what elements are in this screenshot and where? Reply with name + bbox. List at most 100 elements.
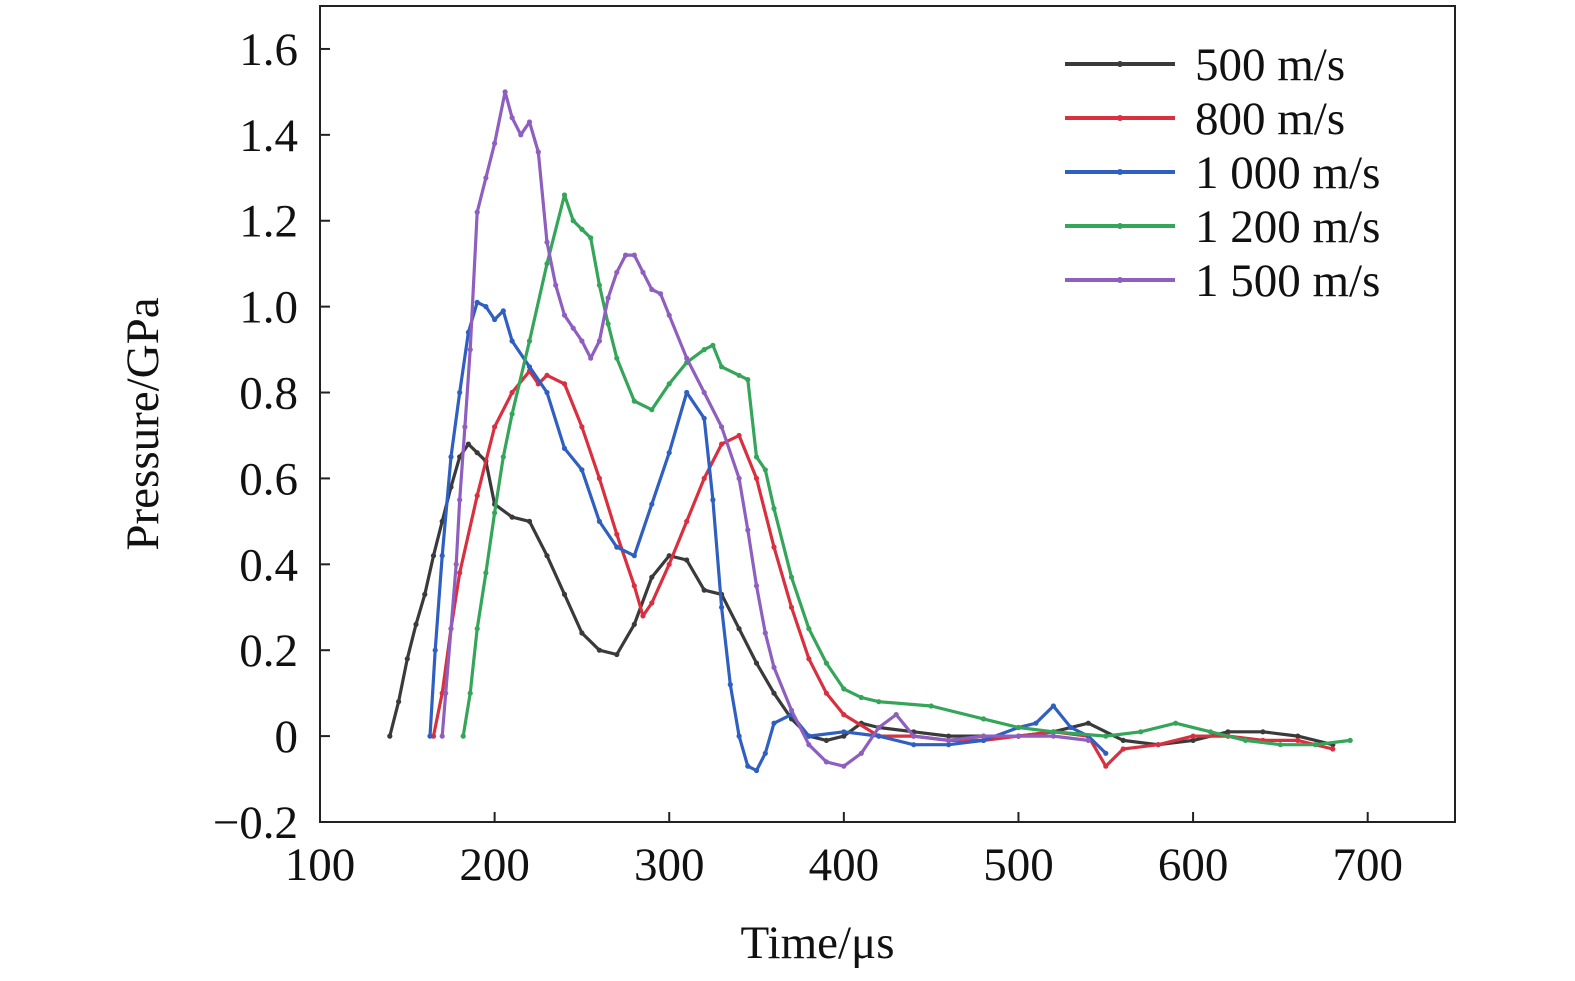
- data-point: [1015, 733, 1022, 739]
- data-point: [753, 660, 760, 666]
- data-point: [544, 239, 550, 245]
- data-point: [736, 432, 742, 439]
- data-point: [526, 364, 533, 370]
- data-point: [561, 445, 568, 451]
- y-tick-label: 0.2: [239, 625, 298, 677]
- data-point: [614, 651, 620, 658]
- series-4: [460, 192, 1353, 748]
- data-point: [596, 475, 603, 481]
- data-point: [736, 372, 742, 378]
- data-point: [806, 656, 812, 662]
- series-line: [440, 90, 1090, 768]
- data-point: [462, 424, 468, 430]
- data-point: [745, 377, 751, 383]
- data-point: [432, 647, 438, 653]
- data-point: [1033, 720, 1039, 726]
- data-point: [500, 308, 506, 314]
- data-point: [771, 544, 777, 550]
- data-point: [771, 720, 777, 726]
- data-point: [457, 454, 463, 460]
- data-point: [460, 733, 466, 739]
- data-point: [483, 570, 489, 576]
- data-point: [1225, 729, 1231, 735]
- data-point: [579, 226, 585, 232]
- data-point: [553, 282, 559, 288]
- data-point: [719, 441, 725, 447]
- data-point: [649, 600, 655, 606]
- data-point: [771, 664, 777, 671]
- data-point: [631, 252, 637, 258]
- data-point: [640, 613, 646, 619]
- data-point: [911, 742, 917, 748]
- legend-item: 1 200 m/s: [1065, 201, 1380, 253]
- data-point: [544, 389, 550, 396]
- data-point: [841, 686, 847, 692]
- legend-marker: [1117, 277, 1123, 283]
- x-axis-label: Time/μs: [740, 917, 894, 969]
- data-point: [413, 621, 419, 628]
- data-point: [570, 325, 576, 331]
- data-point: [467, 347, 473, 353]
- data-point: [387, 733, 393, 739]
- legend-item: 1 500 m/s: [1065, 255, 1380, 307]
- data-point: [605, 321, 611, 327]
- data-point: [465, 441, 471, 447]
- data-point: [509, 338, 515, 344]
- legend-marker: [1117, 223, 1123, 229]
- data-point: [841, 763, 847, 769]
- data-point: [666, 381, 672, 387]
- data-point: [492, 140, 498, 146]
- data-point: [1330, 746, 1336, 752]
- data-point: [727, 682, 733, 688]
- data-point: [701, 475, 707, 481]
- data-point: [736, 475, 742, 481]
- data-point: [788, 574, 795, 580]
- data-point: [823, 660, 830, 666]
- data-point: [509, 514, 515, 520]
- data-point: [614, 544, 620, 550]
- data-point: [544, 372, 550, 378]
- data-point: [1050, 733, 1056, 739]
- y-tick-label: 0.8: [239, 368, 298, 420]
- data-point: [666, 450, 672, 456]
- data-point: [771, 505, 777, 512]
- data-point: [762, 750, 768, 756]
- data-point: [858, 750, 864, 756]
- data-point: [980, 737, 987, 744]
- data-point: [430, 553, 437, 559]
- x-tick-label: 200: [459, 839, 530, 891]
- data-point: [657, 291, 664, 297]
- data-point: [649, 407, 655, 413]
- data-point: [614, 355, 620, 361]
- data-point: [509, 411, 515, 417]
- series-line: [431, 369, 1335, 768]
- data-point: [710, 342, 716, 348]
- data-point: [579, 338, 585, 344]
- data-point: [753, 583, 760, 589]
- data-point: [596, 282, 603, 288]
- data-point: [492, 510, 498, 516]
- y-tick-label: 0.4: [239, 539, 298, 591]
- data-point: [439, 518, 445, 525]
- data-point: [858, 694, 864, 701]
- y-tick-label: 0.6: [239, 453, 298, 505]
- series-1: [387, 441, 1336, 748]
- data-point: [579, 630, 585, 636]
- data-point: [841, 729, 847, 735]
- data-point: [483, 175, 489, 181]
- data-point: [701, 347, 707, 353]
- data-point: [605, 295, 611, 301]
- y-axis-label: Pressure/GPa: [117, 297, 169, 550]
- data-point: [684, 355, 690, 361]
- data-point: [1103, 750, 1109, 756]
- data-point: [640, 269, 646, 275]
- data-point: [701, 415, 707, 421]
- data-point: [911, 733, 917, 739]
- data-point: [396, 699, 402, 705]
- data-point: [588, 355, 594, 361]
- data-point: [684, 557, 690, 563]
- data-point: [1190, 733, 1196, 739]
- data-point: [526, 338, 533, 344]
- data-point: [623, 252, 629, 258]
- data-point: [502, 89, 508, 95]
